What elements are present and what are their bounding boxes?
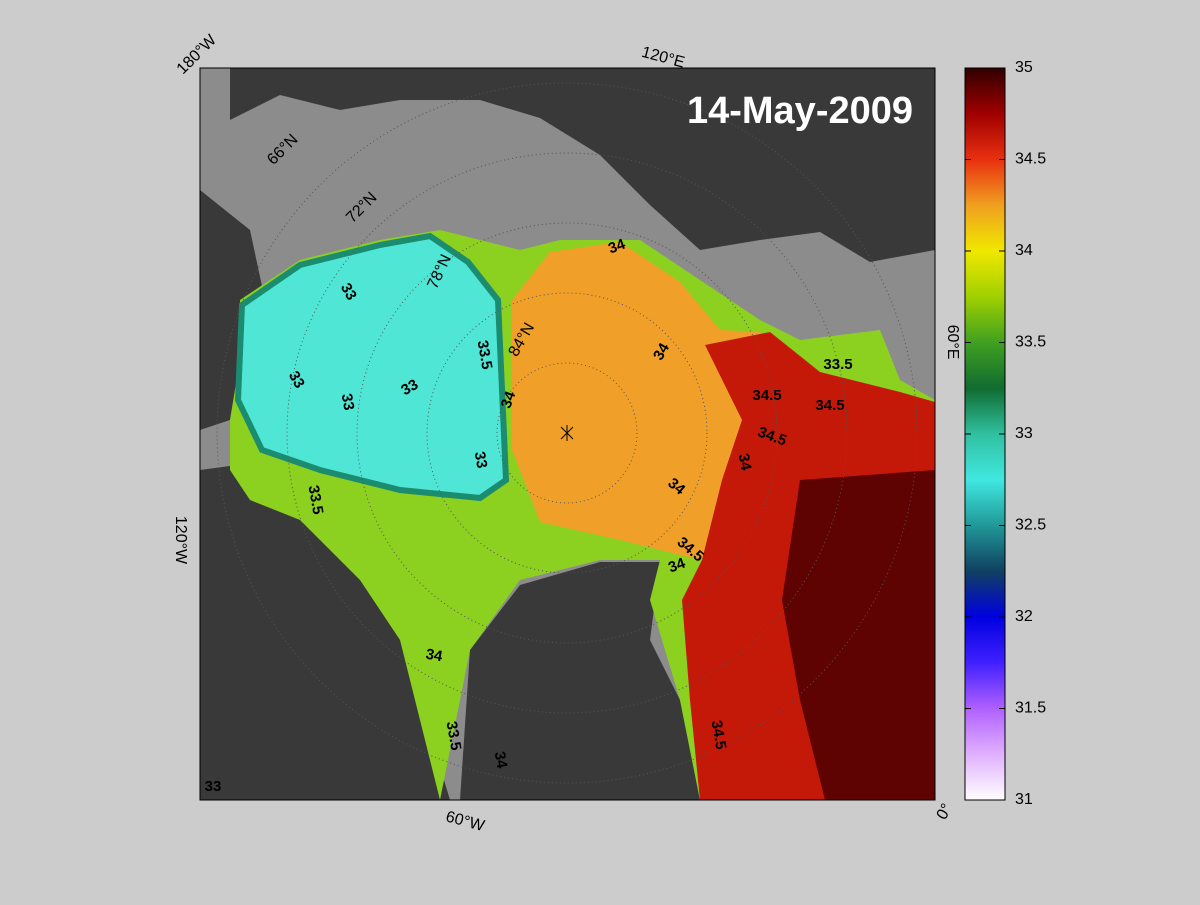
beaufort-fresh — [234, 232, 510, 502]
contour-label: 33 — [285, 368, 308, 391]
contour-label: 33.5 — [823, 356, 852, 373]
colorbar-tick-label: 31.5 — [1015, 700, 1046, 717]
contour-label: 34 — [424, 646, 444, 666]
contour-label: 33 — [337, 280, 360, 303]
colorbar-tick-label: 34.5 — [1015, 151, 1046, 168]
graticule-label: 0° — [934, 801, 956, 823]
contour-label: 34 — [666, 554, 688, 576]
graticule-label: 60°E — [944, 325, 961, 360]
contour-label: 34 — [498, 388, 520, 410]
colorbar-tick-label: 35 — [1015, 59, 1033, 76]
contour-label: 33 — [205, 778, 222, 795]
contour-label: 34.5 — [708, 719, 730, 751]
contour-label: 34 — [735, 452, 755, 472]
colorbar-tick-label: 32.5 — [1015, 517, 1046, 534]
nordic-seas-core — [782, 470, 935, 800]
land — [460, 562, 700, 800]
contour-label: 33.5 — [305, 484, 327, 516]
land — [200, 190, 265, 430]
colorbar-tick-label: 34 — [1015, 242, 1033, 259]
pole-marker — [560, 425, 574, 441]
land — [230, 68, 935, 262]
date-title: 14-May-2009 — [687, 90, 913, 132]
contour-label: 34 — [491, 750, 511, 770]
map-area — [200, 68, 935, 800]
contour-label: 34 — [650, 340, 673, 364]
colorbar-tick-label: 32 — [1015, 608, 1033, 625]
contour-label: 34.5 — [815, 397, 844, 414]
graticule-label: 120°E — [640, 44, 687, 72]
contour-label: 34.5 — [752, 387, 781, 404]
eurasian-basin — [512, 242, 780, 560]
colorbar-tick-label: 33 — [1015, 425, 1033, 442]
contour-label: 33 — [398, 376, 421, 399]
contour-label: 33.5 — [443, 720, 465, 752]
contour-label: 34 — [606, 235, 628, 257]
contour-label: 33 — [471, 450, 491, 469]
graticule-label: 120°W — [172, 516, 189, 565]
colorbar-tick-label: 31 — [1015, 791, 1033, 808]
land — [200, 462, 450, 800]
contour-label: 33.5 — [474, 339, 496, 371]
graticule-label: 60°W — [444, 808, 487, 835]
graticule — [216, 82, 918, 784]
map-frame — [199, 67, 936, 801]
contour-label: 33 — [338, 392, 358, 411]
colorbar-tick-label: 33.5 — [1015, 334, 1046, 351]
colorbar — [964, 67, 1006, 801]
